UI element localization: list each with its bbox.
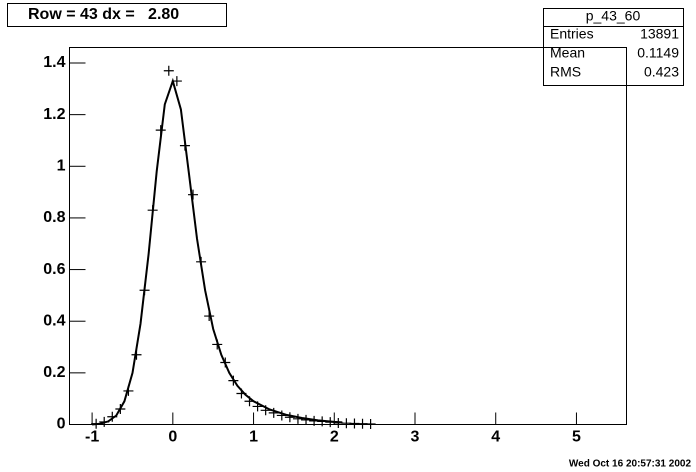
x-tick-label: 4	[491, 429, 500, 446]
data-point	[236, 388, 247, 399]
data-point	[252, 401, 263, 412]
data-point	[268, 407, 279, 418]
timestamp: Wed Oct 16 20:57:31 2002	[569, 459, 692, 470]
x-tick-label: 0	[168, 429, 177, 446]
data-point	[292, 413, 303, 424]
title-box	[7, 3, 227, 27]
data-point	[301, 414, 312, 425]
y-tick-label: 0.6	[43, 261, 65, 278]
stats-label: RMS	[550, 64, 581, 80]
y-tick-label: 1.2	[43, 106, 65, 123]
y-tick-label: 0.4	[43, 312, 65, 329]
data-point	[147, 205, 158, 216]
data-point	[220, 357, 231, 368]
data-point	[196, 256, 207, 267]
data-point	[99, 416, 110, 427]
x-tick-label: 2	[330, 429, 339, 446]
data-point	[365, 418, 376, 429]
data-point	[260, 405, 271, 416]
y-tick-label: 0.2	[43, 364, 65, 381]
data-point	[204, 311, 215, 322]
data-point	[212, 339, 223, 350]
y-tick-label: 1.4	[43, 54, 65, 71]
data-point	[188, 189, 199, 200]
data-point	[91, 418, 102, 429]
y-tick-label: 0.8	[43, 209, 65, 226]
stats-name: p_43_60	[586, 8, 641, 24]
stats-value: 0.423	[644, 64, 679, 80]
stats-value: 13891	[640, 26, 679, 42]
data-point	[107, 411, 118, 422]
x-tick-label: 3	[411, 429, 420, 446]
data-point	[179, 140, 190, 151]
data-point	[325, 417, 336, 428]
stats-label: Mean	[550, 45, 585, 61]
y-tick-label: 0	[57, 416, 66, 433]
y-tick-label: 1	[57, 157, 66, 174]
data-point	[139, 285, 150, 296]
data-point	[228, 375, 239, 386]
data-point	[171, 76, 182, 87]
data-point	[123, 385, 134, 396]
x-tick-label: 1	[249, 429, 258, 446]
fit-curve	[92, 77, 343, 426]
data-point	[317, 416, 328, 427]
stats-label: Entries	[550, 26, 594, 42]
data-point	[115, 404, 126, 415]
data-point	[284, 412, 295, 423]
data-point	[155, 125, 166, 136]
data-point	[163, 65, 174, 76]
frame	[69, 47, 627, 425]
chart-title: Row = 43 dx = 2.80	[28, 6, 179, 23]
data-point	[131, 349, 142, 360]
x-tick-label: 5	[572, 429, 581, 446]
data-point	[276, 410, 287, 421]
stats-value: 0.1149	[637, 45, 679, 61]
x-tick-label: -1	[85, 429, 99, 446]
data-point	[244, 396, 255, 407]
